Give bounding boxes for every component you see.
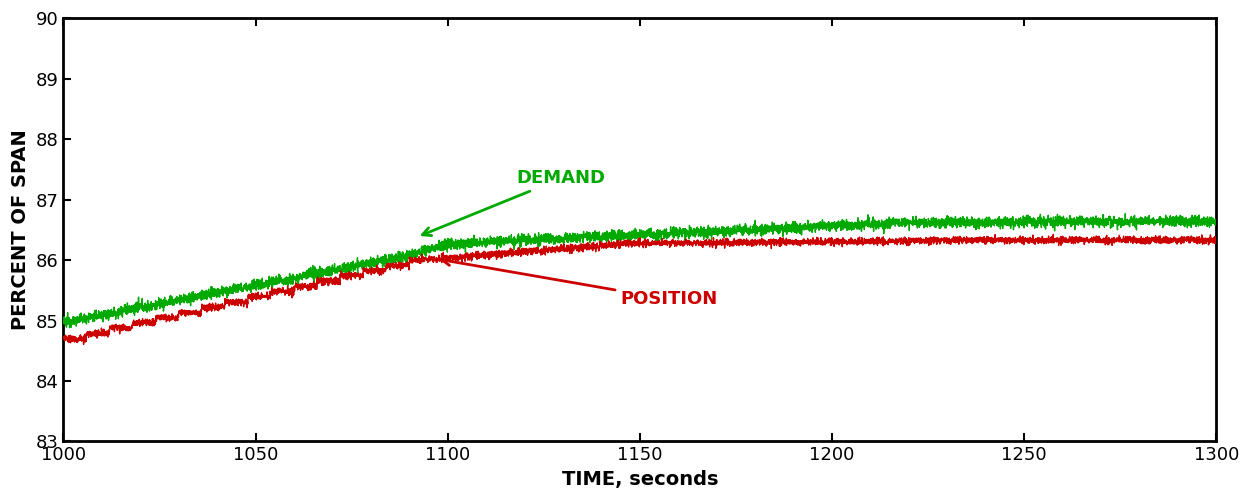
Y-axis label: PERCENT OF SPAN: PERCENT OF SPAN: [11, 130, 30, 330]
X-axis label: TIME, seconds: TIME, seconds: [561, 470, 718, 489]
Text: DEMAND: DEMAND: [422, 170, 606, 235]
Text: POSITION: POSITION: [442, 257, 718, 308]
